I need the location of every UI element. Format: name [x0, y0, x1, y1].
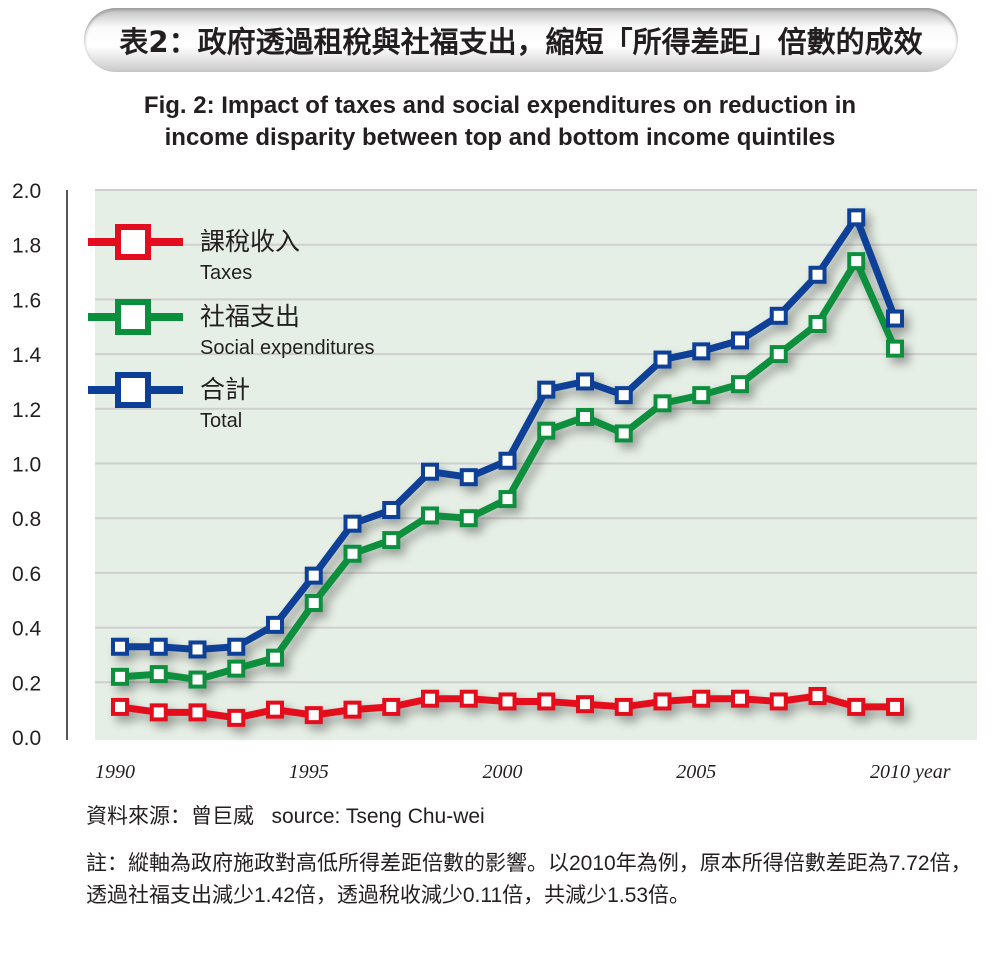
y-tick-label: 1.6	[12, 289, 41, 312]
data-point	[576, 408, 594, 427]
data-point	[421, 462, 439, 481]
data-point	[459, 509, 478, 528]
data-point	[614, 386, 633, 405]
x-tick-label: 1995	[289, 761, 329, 783]
title-banner: 表2：政府透過租稅與社福支出，縮短「所得差距」倍數的成效	[84, 8, 958, 72]
y-tick-label: 1.8	[12, 235, 41, 258]
data-point	[653, 350, 672, 369]
data-point	[847, 697, 866, 716]
data-point	[808, 265, 827, 284]
data-point	[188, 703, 207, 722]
data-point	[576, 372, 594, 391]
data-point	[421, 506, 439, 525]
data-point	[227, 659, 246, 678]
data-point	[808, 686, 827, 705]
data-point	[498, 451, 517, 470]
data-point	[847, 252, 866, 271]
data-point	[537, 380, 556, 399]
y-tick-label: 0.2	[12, 672, 41, 695]
legend-label: 社福支出	[200, 302, 300, 331]
data-point	[498, 490, 517, 509]
x-tick-label: 1990	[95, 761, 135, 783]
legend-label: 課稅收入	[200, 227, 300, 256]
legend-label-en: Total	[200, 410, 242, 432]
data-point	[731, 689, 749, 708]
data-point	[343, 514, 362, 533]
data-point	[149, 637, 168, 656]
data-point	[149, 665, 168, 684]
data-point	[111, 697, 129, 716]
data-point	[653, 692, 672, 711]
data-point	[459, 468, 478, 487]
y-tick-label: 1.4	[12, 344, 42, 367]
legend-label: 合計	[200, 375, 250, 404]
data-point	[847, 208, 866, 227]
data-point	[188, 640, 207, 659]
x-tick-label: 2000	[483, 761, 523, 783]
data-point	[111, 667, 129, 686]
data-point	[343, 544, 362, 563]
y-tick-label: 1.0	[12, 454, 41, 477]
data-point	[653, 394, 672, 413]
x-tick-label: 2005	[676, 761, 716, 783]
data-point	[731, 375, 749, 394]
chart-title-en-line1: Fig. 2: Impact of taxes and social expen…	[143, 92, 857, 119]
data-point	[111, 637, 129, 656]
chart-title-en-line2: income disparity between top and bottom …	[164, 124, 836, 151]
legend-label-en: Social expenditures	[200, 337, 375, 359]
x-tick-label: 2010 year	[870, 761, 951, 783]
data-point	[614, 424, 633, 443]
y-tick-label: 0.4	[12, 618, 42, 641]
data-point	[266, 615, 284, 634]
data-point	[769, 692, 788, 711]
data-point	[692, 386, 711, 405]
data-point	[537, 692, 556, 711]
legend-swatch-marker	[115, 372, 151, 408]
data-point	[769, 345, 788, 364]
data-point	[421, 689, 439, 708]
data-point	[304, 566, 323, 585]
data-point	[266, 700, 284, 719]
data-point	[266, 648, 284, 667]
data-point	[382, 697, 401, 716]
data-point	[576, 695, 594, 714]
data-point	[886, 697, 904, 716]
data-point	[886, 309, 904, 328]
data-point	[343, 700, 362, 719]
legend-swatch-marker	[115, 224, 151, 260]
data-point	[149, 703, 168, 722]
note-text: 註：縱軸為政府施政對高低所得差距倍數的影響。以2010年為例，原本所得倍數差距為…	[86, 852, 972, 907]
y-tick-label: 0.6	[12, 563, 41, 586]
data-point	[227, 708, 246, 727]
legend-swatch-marker	[115, 299, 151, 335]
data-point	[382, 500, 401, 519]
chart-title-zh: 表2：政府透過租稅與社福支出，縮短「所得差距」倍數的成效	[119, 25, 923, 59]
data-point	[692, 342, 711, 361]
chart-title-en: Fig. 2: Impact of taxes and social expen…	[0, 90, 1000, 154]
data-point	[808, 315, 827, 334]
data-point	[459, 689, 478, 708]
data-point	[537, 421, 556, 440]
data-point	[731, 331, 749, 350]
data-point	[692, 689, 711, 708]
data-point	[304, 593, 323, 612]
y-tick-label: 2.0	[12, 180, 41, 203]
data-point	[498, 692, 517, 711]
y-tick-label: 1.2	[12, 399, 41, 422]
y-tick-label: 0.0	[12, 727, 41, 750]
data-point	[188, 670, 207, 689]
data-point	[614, 697, 633, 716]
data-point	[769, 306, 788, 325]
y-tick-label: 0.8	[12, 508, 41, 531]
source-text: 資料來源：曾巨威 source: Tseng Chu-wei	[86, 805, 485, 828]
data-point	[227, 637, 246, 656]
data-point	[886, 339, 904, 358]
data-point	[382, 531, 401, 550]
legend-label-en: Taxes	[200, 262, 252, 284]
data-point	[304, 706, 323, 725]
